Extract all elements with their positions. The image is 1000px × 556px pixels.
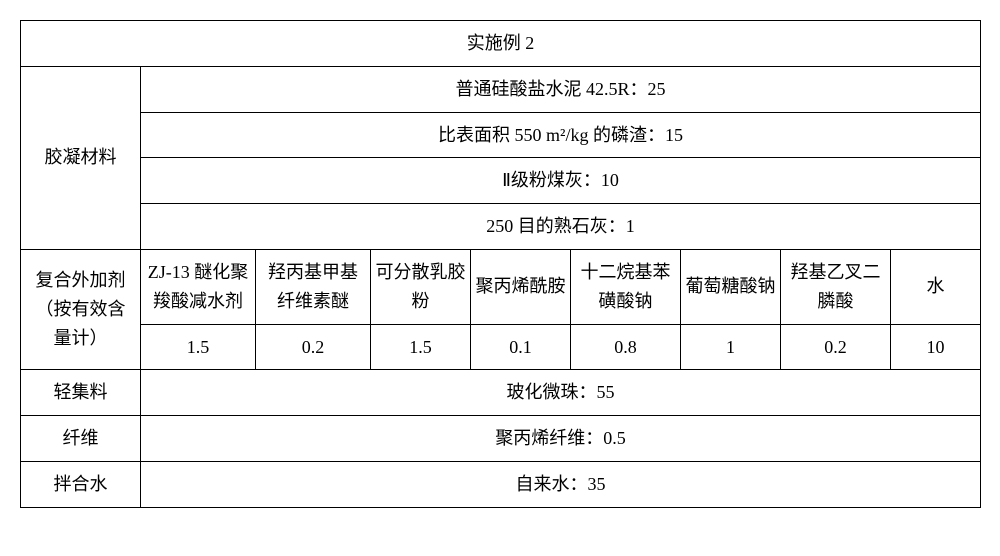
binder-item: 比表面积 550 m²/kg 的磷渣：15 [141, 112, 981, 158]
mix-water-label: 拌合水 [21, 461, 141, 507]
additive-header: 可分散乳胶粉 [371, 249, 471, 324]
binder-item: 250 目的熟石灰：1 [141, 204, 981, 250]
additive-header: 葡萄糖酸钠 [681, 249, 781, 324]
additive-value: 0.1 [471, 324, 571, 370]
additive-value: 10 [891, 324, 981, 370]
title-row: 实施例 2 [21, 21, 981, 67]
additive-header: 十二烷基苯磺酸钠 [571, 249, 681, 324]
additive-value-row: 1.5 0.2 1.5 0.1 0.8 1 0.2 10 [21, 324, 981, 370]
additive-label-line3: 量计） [54, 328, 108, 348]
additive-value: 0.2 [781, 324, 891, 370]
additive-header: 羟基乙叉二膦酸 [781, 249, 891, 324]
mix-water-value: 自来水：35 [141, 461, 981, 507]
mix-water-row: 拌合水 自来水：35 [21, 461, 981, 507]
binder-row-2: 比表面积 550 m²/kg 的磷渣：15 [21, 112, 981, 158]
additive-header: 聚丙烯酰胺 [471, 249, 571, 324]
light-aggregate-row: 轻集料 玻化微珠：55 [21, 370, 981, 416]
additive-value: 0.8 [571, 324, 681, 370]
additive-label-line1: 复合外加剂 [36, 270, 126, 290]
additive-header: 水 [891, 249, 981, 324]
light-aggregate-label: 轻集料 [21, 370, 141, 416]
binder-row-1: 胶凝材料 普通硅酸盐水泥 42.5R：25 [21, 66, 981, 112]
additive-label-line2: （按有效含 [36, 299, 126, 319]
additive-value: 1.5 [371, 324, 471, 370]
additive-value: 1 [681, 324, 781, 370]
binder-item: 普通硅酸盐水泥 42.5R：25 [141, 66, 981, 112]
fiber-value: 聚丙烯纤维：0.5 [141, 416, 981, 462]
binder-item: Ⅱ级粉煤灰：10 [141, 158, 981, 204]
table-title: 实施例 2 [21, 21, 981, 67]
binder-label: 胶凝材料 [21, 66, 141, 249]
additive-value: 0.2 [256, 324, 371, 370]
additive-header: 羟丙基甲基纤维素醚 [256, 249, 371, 324]
binder-row-4: 250 目的熟石灰：1 [21, 204, 981, 250]
fiber-label: 纤维 [21, 416, 141, 462]
additive-header: ZJ-13 醚化聚羧酸减水剂 [141, 249, 256, 324]
additive-header-row: 复合外加剂 （按有效含 量计） ZJ-13 醚化聚羧酸减水剂 羟丙基甲基纤维素醚… [21, 249, 981, 324]
additive-value: 1.5 [141, 324, 256, 370]
spec-table: 实施例 2 胶凝材料 普通硅酸盐水泥 42.5R：25 比表面积 550 m²/… [20, 20, 981, 508]
light-aggregate-value: 玻化微珠：55 [141, 370, 981, 416]
binder-row-3: Ⅱ级粉煤灰：10 [21, 158, 981, 204]
additive-label: 复合外加剂 （按有效含 量计） [21, 249, 141, 369]
fiber-row: 纤维 聚丙烯纤维：0.5 [21, 416, 981, 462]
